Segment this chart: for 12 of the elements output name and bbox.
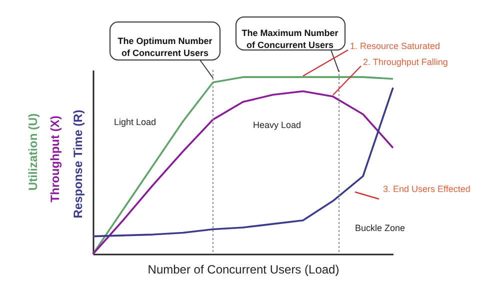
text: The Optimum Number of Concurrent Users [118,36,213,58]
annotation: Buckle Zone [354,223,406,233]
text: 1. Resource Saturated [350,41,440,51]
annotation: 3. End Users Effected [383,184,470,194]
x-axis-title: Number of Concurrent Users (Load) [148,262,340,276]
text: Response Time (R) [71,110,85,218]
text: 2. Throughput Falling [363,57,448,67]
text: Throughput (X) [48,116,62,202]
text: The Maximum Number of Concurrent Users [242,28,339,50]
text: Utilization (U) [26,113,40,191]
annotation: Light Load [114,117,156,127]
annotation: Heavy Load [252,120,302,130]
